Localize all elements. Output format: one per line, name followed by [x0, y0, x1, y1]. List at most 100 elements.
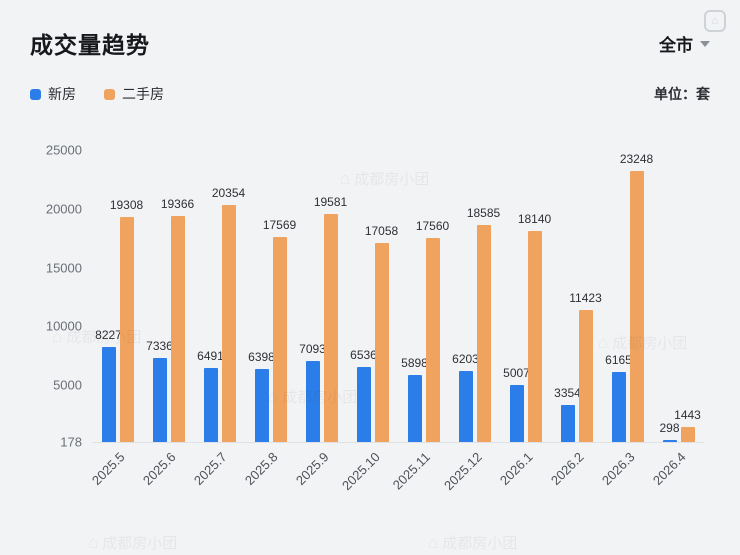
x-axis-label: 2025.5: [88, 449, 128, 489]
x-axis-label: 2026.3: [598, 449, 638, 489]
y-axis-tick: 25000: [45, 142, 82, 158]
plot-area: 8227 19308 2025.5 7336 19366 2025.6 6491 20354 2…: [89, 150, 704, 493]
bar-value-newhome: 8227: [95, 328, 122, 343]
bar-value-newhome: 6398: [248, 349, 275, 364]
bar-secondhand: [680, 427, 695, 442]
bar-secondhand: [272, 237, 287, 442]
bar-value-newhome: 5898: [401, 355, 428, 370]
bar-group[interactable]: 7093 19581 2025.9: [293, 150, 348, 488]
x-axis-label: 2025.6: [139, 449, 179, 489]
bar-newhome: [254, 368, 269, 442]
bar-newhome: [611, 371, 626, 442]
bar-secondhand: [476, 225, 491, 442]
unit-label: 单位：套: [654, 86, 710, 102]
legend-item-0[interactable]: 新房: [30, 84, 76, 104]
legend-item-label: 新房: [48, 86, 76, 102]
bar-value-newhome: 5007: [503, 366, 530, 381]
bar-group[interactable]: 3354 11423 2026.2: [548, 150, 602, 488]
legend-swatch: [30, 88, 41, 100]
page-title: 成交量趋势: [30, 32, 150, 58]
bar-value-secondhand: 17569: [262, 218, 297, 233]
bar-group[interactable]: 7336 19366 2025.6: [140, 150, 195, 488]
bar-value-newhome: 7336: [146, 338, 173, 353]
bar-value-secondhand: 19366: [160, 197, 195, 212]
x-axis-label: 2025.9: [292, 449, 332, 489]
x-axis-label: 2026.1: [496, 449, 536, 489]
legend: 新房 二手房: [30, 84, 164, 104]
y-axis-tick: 15000: [45, 260, 82, 276]
bar-value-secondhand: 17560: [415, 218, 450, 233]
x-axis-label: 2025.7: [190, 449, 230, 489]
y-axis-tick: 20000: [45, 201, 82, 217]
bar-secondhand: [170, 216, 185, 442]
x-axis-label: 2026.4: [649, 449, 689, 489]
bar-secondhand: [629, 170, 644, 442]
y-axis-tick: 178: [60, 434, 82, 450]
watermark: ⌂成都房小团: [428, 532, 517, 553]
bar-secondhand: [578, 309, 593, 442]
bar-group[interactable]: 5007 18140 2026.1: [497, 150, 552, 488]
bar-group[interactable]: 6398 17569 2025.8: [242, 150, 297, 488]
bar-value-newhome: 6203: [452, 352, 479, 367]
bar-secondhand: [374, 243, 389, 442]
bar-newhome: [662, 440, 677, 442]
x-axis-label: 2025.10: [338, 449, 383, 494]
bar-secondhand: [425, 237, 440, 442]
bar-group[interactable]: 6203 18585 2025.12: [441, 150, 501, 493]
bar-group[interactable]: 5898 17560 2025.11: [390, 150, 450, 493]
chart: 178 5000 10000 15000 20000 25000 8227 19308 202…: [30, 144, 704, 493]
chevron-down-icon: [700, 41, 710, 47]
scope-selector[interactable]: 全市: [659, 31, 710, 56]
x-axis-label: 2025.12: [440, 449, 485, 494]
bar-value-secondhand: 19581: [313, 194, 348, 209]
house-icon: ⌂: [428, 533, 439, 552]
x-axis-label: 2026.2: [547, 449, 587, 489]
bar-newhome: [101, 347, 116, 442]
legend-swatch: [104, 88, 115, 100]
bar-secondhand: [119, 216, 134, 442]
x-axis-label: 2025.8: [241, 449, 281, 489]
bar-value-secondhand: 17058: [364, 224, 399, 239]
watermark: ⌂成都房小团: [88, 532, 177, 553]
bar-value-secondhand: 11423: [569, 290, 602, 305]
bar-value-secondhand: 18140: [517, 211, 552, 226]
bar-secondhand: [527, 230, 542, 442]
house-icon: ⌂: [88, 533, 99, 552]
bar-value-secondhand: 18585: [466, 206, 501, 221]
bar-newhome: [203, 367, 218, 442]
header: 成交量趋势 全市: [0, 0, 740, 60]
bar-group[interactable]: 6536 17058 2025.10: [339, 150, 399, 493]
y-axis-tick: 5000: [53, 377, 82, 393]
bar-newhome: [152, 357, 167, 442]
y-axis-tick: 10000: [45, 318, 82, 334]
bar-value-newhome: 7093: [299, 341, 326, 356]
bar-value-newhome: 6165: [605, 352, 632, 367]
y-axis: 178 5000 10000 15000 20000 25000: [30, 144, 92, 449]
scope-label: 全市: [659, 35, 693, 55]
bar-value-secondhand: 19308: [109, 197, 144, 212]
bar-newhome: [305, 360, 320, 442]
bar-value-newhome: 3354: [554, 385, 581, 400]
watermark-text: 成都房小团: [102, 535, 178, 552]
subheader: 新房 二手房 单位：套: [30, 84, 710, 104]
bar-value-secondhand: 1443: [674, 408, 701, 423]
bar-value-secondhand: 20354: [211, 185, 246, 200]
bar-value-newhome: 298: [659, 421, 680, 435]
legend-item-label: 二手房: [122, 86, 164, 102]
x-axis-label: 2025.11: [390, 449, 434, 493]
legend-item-1[interactable]: 二手房: [104, 84, 164, 104]
bar-value-newhome: 6491: [197, 348, 224, 363]
bar-group[interactable]: 298 1443 2026.4: [650, 150, 704, 488]
bar-newhome: [458, 371, 473, 442]
bar-newhome: [560, 404, 575, 442]
watermark-text: 成都房小团: [442, 535, 518, 552]
bar-newhome: [407, 374, 422, 442]
bar-newhome: [509, 385, 524, 442]
bar-secondhand: [323, 213, 338, 442]
bar-value-newhome: 6536: [350, 348, 377, 363]
bar-group[interactable]: 8227 19308 2025.5: [89, 150, 144, 488]
bar-newhome: [356, 367, 371, 442]
bar-secondhand: [221, 204, 236, 442]
bar-group[interactable]: 6491 20354 2025.7: [191, 150, 246, 488]
bar-group[interactable]: 6165 23248 2026.3: [599, 150, 654, 488]
